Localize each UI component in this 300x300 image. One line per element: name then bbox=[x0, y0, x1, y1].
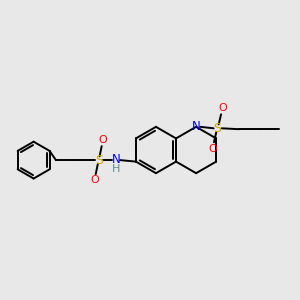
Text: S: S bbox=[95, 154, 103, 166]
Text: O: O bbox=[99, 135, 107, 145]
Text: O: O bbox=[208, 143, 217, 154]
Text: N: N bbox=[192, 120, 200, 133]
Text: N: N bbox=[112, 153, 120, 166]
Text: H: H bbox=[112, 164, 120, 174]
Text: S: S bbox=[214, 122, 221, 135]
Text: O: O bbox=[218, 103, 227, 113]
Text: O: O bbox=[90, 175, 99, 185]
